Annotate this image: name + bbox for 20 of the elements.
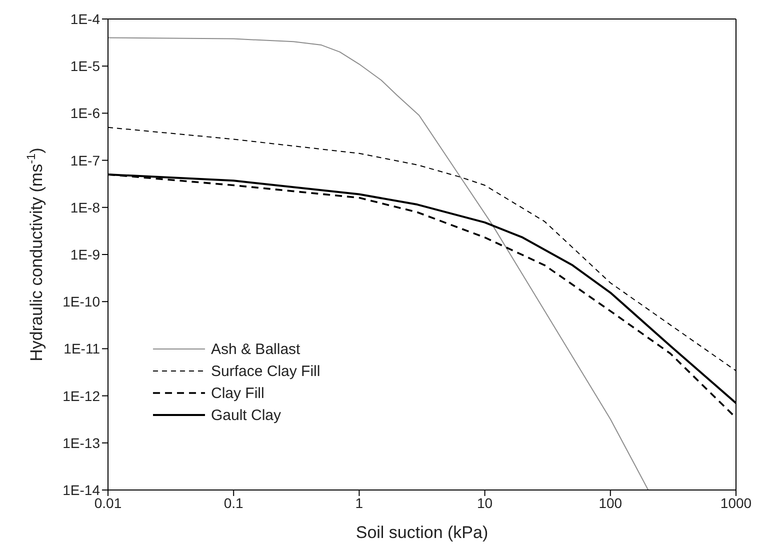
y-tick-label: 1E-5 (70, 58, 100, 74)
y-tick-label: 1E-11 (64, 340, 100, 357)
y-tick-label: 1E-10 (62, 294, 100, 310)
y-tick-label: 1E-12 (62, 388, 100, 404)
legend-label: Surface Clay Fill (211, 362, 320, 380)
x-axis-title: Soil suction (kPa) (356, 523, 488, 542)
legend-label: Clay Fill (211, 384, 264, 402)
y-tick-label: 1E-13 (62, 434, 100, 451)
legend-label: Ash & Ballast (211, 340, 300, 358)
y-tick-label: 1E-8 (70, 199, 100, 216)
x-tick-label: 1 (355, 494, 364, 511)
y-tick-label: 1E-4 (70, 10, 100, 27)
y-tick-label: 1E-6 (70, 105, 100, 122)
x-tick-label: 1000 (720, 494, 752, 511)
x-tick-label: 100 (598, 494, 622, 511)
legend-label: Gault Clay (211, 406, 282, 424)
y-tick-label: 1E-9 (70, 246, 100, 262)
y-tick-label: 1E-7 (70, 152, 100, 168)
x-tick-label: 10 (477, 494, 493, 511)
x-tick-label: 0.1 (224, 494, 244, 511)
